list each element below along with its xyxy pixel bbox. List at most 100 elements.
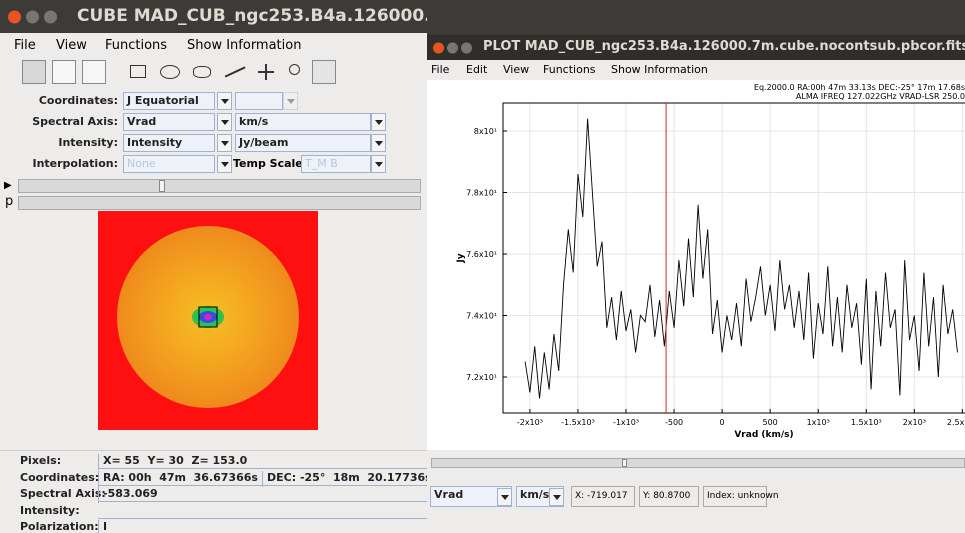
x-readout: X: -719.017	[571, 486, 635, 507]
setting-label: Coordinates:	[0, 94, 118, 107]
combo-arrow[interactable]	[217, 113, 232, 131]
info-label: Polarization:	[20, 520, 99, 533]
polarization-slider[interactable]	[18, 196, 421, 210]
x-tick-label: 1.5x10³	[851, 418, 882, 427]
tool-button[interactable]	[22, 60, 46, 84]
line-tool[interactable]	[222, 60, 246, 84]
channel-slider[interactable]	[18, 179, 421, 193]
ellipse-tool[interactable]	[158, 60, 182, 84]
menu-bar: File View Functions Show Information	[0, 35, 427, 57]
slider-label: p	[5, 194, 13, 209]
y-tick-label: 7.8x10¹	[466, 188, 497, 197]
x-axis-label: Vrad (km/s)	[734, 430, 793, 440]
x-tick-label: 2.5x10³	[947, 418, 965, 427]
toolbar	[6, 58, 346, 90]
y-tick-label: 7.6x10¹	[466, 250, 497, 259]
combo-arrow[interactable]	[549, 488, 564, 506]
spectrum-line	[525, 119, 957, 399]
tool-button[interactable]	[82, 60, 106, 84]
y-axis-label: Jy	[456, 253, 466, 263]
menu-item[interactable]: View	[56, 38, 87, 53]
info-value: -583.069	[98, 487, 158, 503]
info-label: Coordinates:	[20, 471, 99, 484]
plot-frame	[503, 103, 965, 413]
x-tick-label: -1.5x10³	[561, 418, 595, 427]
menu-bar: File Edit View Functions Show Information	[427, 60, 965, 80]
x-tick-label: -500	[665, 418, 683, 427]
x-tick-label: -2x10³	[517, 418, 543, 427]
window-title: CUBE MAD_CUB_ngc253.B4a.126000.7m.c	[77, 6, 427, 26]
plot-header: Eq.2000.0 RA:00h 47m 33.13s DEC:-25° 17m…	[754, 83, 965, 92]
y-tick-label: 7.4x10¹	[466, 312, 497, 321]
window-title: PLOT MAD_CUB_ngc253.B4a.126000.7m.cube.n…	[483, 39, 965, 54]
play-arrow[interactable]: ▶	[4, 180, 12, 191]
tool-button[interactable]	[52, 60, 76, 84]
x-tick-label: 500	[763, 418, 778, 427]
y-tick-label: 8x10¹	[474, 127, 497, 136]
close-button[interactable]	[8, 10, 21, 23]
combo-arrow[interactable]	[371, 134, 386, 152]
plot-header: ALMA IFREQ 127.022GHz VRAD-LSR 250.0	[796, 92, 965, 101]
menu-item[interactable]: Show Information	[187, 38, 301, 53]
maximize-button[interactable]	[461, 42, 472, 53]
info-value: I	[98, 520, 107, 533]
rect-tool[interactable]	[126, 60, 150, 84]
setting-combo[interactable]: T_M B	[301, 155, 371, 173]
setting-combo[interactable]	[235, 92, 283, 110]
setting-combo[interactable]: None	[123, 155, 215, 173]
combo-arrow[interactable]	[497, 488, 512, 506]
image-core	[204, 314, 212, 320]
minimize-button[interactable]	[26, 10, 39, 23]
combo-arrow[interactable]	[217, 92, 232, 110]
x-tick-label: 0	[720, 418, 725, 427]
info-value: X= 55 Y= 30 Z= 153.0	[98, 454, 247, 470]
cube-window: CUBE MAD_CUB_ngc253.B4a.126000.7m.c File…	[0, 0, 427, 533]
zoom-tool[interactable]	[284, 60, 308, 84]
menu-item[interactable]: Show Information	[611, 63, 708, 76]
menu-item[interactable]: Edit	[466, 63, 487, 76]
x-tick-label: -1x10³	[613, 418, 639, 427]
menu-item[interactable]: File	[14, 38, 36, 53]
combo-arrow[interactable]	[283, 92, 298, 110]
menu-item[interactable]: File	[431, 63, 449, 76]
setting-combo[interactable]: Intensity	[123, 134, 215, 152]
y-tick-label: 7.2x10¹	[466, 373, 497, 382]
poly-tool[interactable]	[190, 60, 214, 84]
setting-combo[interactable]: Vrad	[123, 113, 215, 131]
close-button[interactable]	[433, 42, 444, 53]
combo-arrow[interactable]	[371, 113, 386, 131]
unit-combo[interactable]: Jy/beam	[235, 134, 371, 152]
desktop: CUBE MAD_CUB_ngc253.B4a.126000.7m.c File…	[0, 0, 965, 533]
menu-item[interactable]: Functions	[543, 63, 596, 76]
combo-arrow[interactable]	[371, 155, 386, 173]
unit-combo[interactable]: km/s	[235, 113, 371, 131]
minimize-button[interactable]	[447, 42, 458, 53]
info-label: Intensity:	[20, 504, 80, 517]
info-label: Spectral Axis:	[20, 487, 106, 500]
pan-tool[interactable]	[312, 60, 336, 84]
title-bar: PLOT MAD_CUB_ngc253.B4a.126000.7m.cube.n…	[427, 35, 965, 60]
x-tick-label: 1x10³	[807, 418, 830, 427]
maximize-button[interactable]	[44, 10, 57, 23]
point-tool[interactable]	[254, 60, 278, 84]
plot-slider[interactable]	[431, 458, 965, 468]
info-label: Pixels:	[20, 454, 61, 467]
setting-label: Intensity:	[0, 136, 118, 149]
info-row-line	[98, 518, 427, 519]
info-value: RA: 00h 47m 36.67366s	[98, 471, 258, 487]
title-bar: CUBE MAD_CUB_ngc253.B4a.126000.7m.c	[0, 0, 427, 33]
setting-label: Interpolation:	[0, 157, 118, 170]
combo-arrow[interactable]	[217, 155, 232, 173]
combo-arrow[interactable]	[217, 134, 232, 152]
y-readout: Y: 80.8700	[639, 486, 699, 507]
plot-window: PLOT MAD_CUB_ngc253.B4a.126000.7m.cube.n…	[427, 35, 965, 533]
x-tick-label: 2x10³	[903, 418, 926, 427]
spectrum-chart: 7.2x10¹ 7.4x10¹ 7.6x10¹ 7.8x10¹ 8x10¹ -2x10³ -…	[427, 80, 965, 450]
menu-item[interactable]: Functions	[105, 38, 167, 53]
setting-combo[interactable]: J Equatorial	[123, 92, 215, 110]
setting-label: Temp Scale:	[233, 157, 307, 170]
index-readout: Index: unknown	[703, 486, 767, 507]
menu-item[interactable]: View	[503, 63, 529, 76]
